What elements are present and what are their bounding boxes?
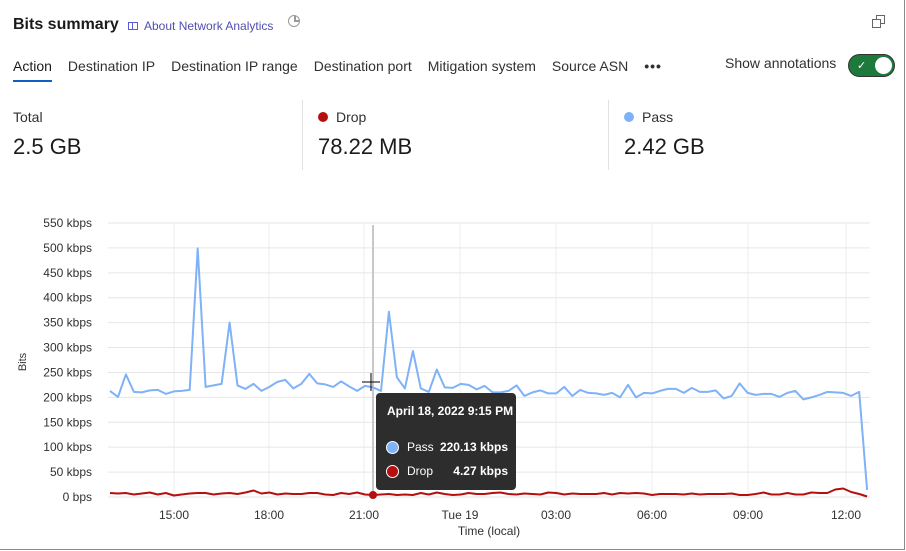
tab-source-asn[interactable]: Source ASN xyxy=(551,58,629,74)
tooltip-row-pass: Pass 220.13 kbps xyxy=(386,440,508,454)
tab-bar: Action Destination IP Destination IP ran… xyxy=(13,58,662,82)
about-link-label: About Network Analytics xyxy=(144,19,274,33)
more-tabs-button[interactable]: ••• xyxy=(644,58,662,74)
x-tick-label: 06:00 xyxy=(637,508,667,522)
x-tick-label: 09:00 xyxy=(733,508,763,522)
toggle-knob xyxy=(875,57,892,74)
summary-total: Total 2.5 GB xyxy=(13,109,81,160)
tab-destination-port[interactable]: Destination port xyxy=(313,58,412,74)
summary-value: 78.22 MB xyxy=(318,134,413,159)
show-annotations-toggle[interactable]: ✓ xyxy=(848,54,895,77)
widget-title: Bits summary xyxy=(13,16,119,33)
x-tick-label: 12:00 xyxy=(831,508,861,522)
tab-mitigation-system[interactable]: Mitigation system xyxy=(427,58,536,74)
tab-action[interactable]: Action xyxy=(13,58,52,82)
summary-label: Total xyxy=(13,109,43,125)
tab-destination-ip-range[interactable]: Destination IP range xyxy=(171,58,298,74)
summary-value: 2.42 GB xyxy=(624,134,705,159)
expand-icon[interactable] xyxy=(872,15,885,28)
tooltip-label: Pass xyxy=(407,440,434,454)
x-tick-label: 18:00 xyxy=(254,508,284,522)
show-annotations-label: Show annotations xyxy=(725,55,837,71)
x-tick-label: 03:00 xyxy=(541,508,571,522)
pass-dot-icon xyxy=(386,440,399,454)
about-network-analytics-link[interactable]: About Network Analytics xyxy=(128,19,273,33)
y-tick-label: 350 kbps xyxy=(43,316,92,330)
x-axis-label: Time (local) xyxy=(458,524,520,538)
y-tick-label: 550 kbps xyxy=(43,216,92,230)
summary-label: Drop xyxy=(336,109,367,125)
drop-legend-dot xyxy=(318,112,328,122)
tooltip-value: 220.13 kbps xyxy=(439,440,508,454)
x-tick-label: 21:00 xyxy=(349,508,379,522)
series-line-drop xyxy=(109,487,868,498)
divider xyxy=(302,100,303,170)
y-axis-label: Bits xyxy=(17,352,29,371)
chart-tooltip: April 18, 2022 9:15 PM Pass 220.13 kbps … xyxy=(376,393,516,490)
pass-legend-dot xyxy=(624,112,634,122)
hover-marker-drop xyxy=(369,491,378,500)
y-tick-label: 400 kbps xyxy=(43,291,92,305)
y-tick-label: 250 kbps xyxy=(43,365,92,379)
drop-dot-icon xyxy=(386,464,399,478)
summary-value: 2.5 GB xyxy=(13,134,82,159)
book-icon xyxy=(128,22,138,30)
y-tick-label: 200 kbps xyxy=(43,390,92,404)
y-tick-label: 50 kbps xyxy=(50,465,92,479)
y-tick-label: 500 kbps xyxy=(43,241,92,255)
tooltip-date: April 18, 2022 9:15 PM xyxy=(387,404,514,418)
series-line-pass xyxy=(109,247,869,491)
y-tick-label: 300 kbps xyxy=(43,341,92,355)
y-tick-label: 100 kbps xyxy=(43,440,92,454)
tooltip-label: Drop xyxy=(407,464,434,478)
x-tick-label: 15:00 xyxy=(159,508,189,522)
tooltip-row-drop: Drop 4.27 kbps xyxy=(386,464,508,478)
x-tick-label: Tue 19 xyxy=(442,508,479,522)
summary-drop: Drop 78.22 MB xyxy=(318,109,412,160)
pie-chart-icon[interactable] xyxy=(288,15,300,27)
tab-destination-ip[interactable]: Destination IP xyxy=(67,58,156,74)
summary-label: Pass xyxy=(642,109,674,125)
summary-pass: Pass 2.42 GB xyxy=(624,109,705,160)
check-icon: ✓ xyxy=(857,60,867,72)
y-tick-label: 150 kbps xyxy=(43,415,92,429)
y-tick-label: 450 kbps xyxy=(43,266,92,280)
tooltip-value: 4.27 kbps xyxy=(453,464,508,478)
y-tick-label: 0 bps xyxy=(63,490,92,504)
divider xyxy=(608,100,609,170)
